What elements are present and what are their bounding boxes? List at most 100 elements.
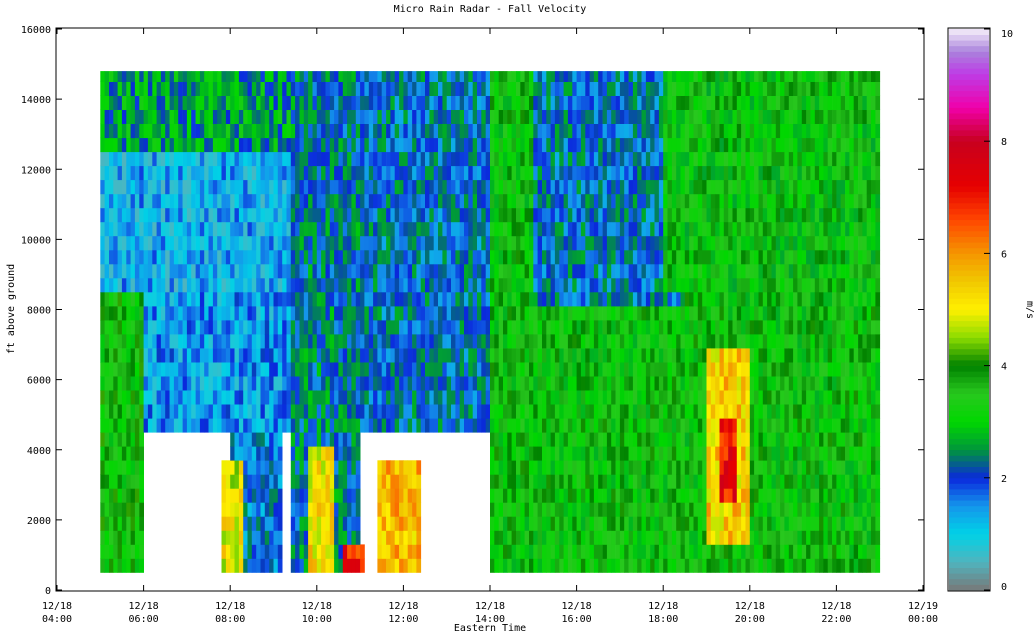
heatmap-cell [221, 502, 227, 517]
heatmap-cell [156, 334, 162, 349]
heatmap-cell [619, 376, 625, 391]
heatmap-cell [121, 376, 127, 391]
heatmap-cell [628, 404, 634, 419]
heatmap-cell [728, 390, 733, 405]
heatmap-cell [160, 151, 166, 167]
heatmap-cell [680, 179, 686, 195]
heatmap-cell [732, 320, 738, 335]
heatmap-cell [243, 376, 248, 391]
heatmap-cell [697, 193, 703, 209]
heatmap-cell [264, 334, 270, 349]
heatmap-cell [425, 207, 430, 223]
heatmap-cell [182, 292, 188, 307]
heatmap-cell [113, 446, 118, 461]
heatmap-cell [671, 235, 677, 251]
heatmap-cell [485, 390, 491, 405]
heatmap-cell [208, 81, 214, 96]
heatmap-cell [507, 530, 512, 545]
heatmap-cell [684, 123, 690, 139]
heatmap-cell [598, 207, 603, 223]
heatmap-cell [728, 502, 733, 517]
heatmap-cell [234, 249, 240, 265]
heatmap-cell [308, 221, 313, 237]
heatmap-cell [191, 334, 196, 349]
heatmap-cell [221, 558, 227, 573]
heatmap-cell [446, 249, 452, 265]
heatmap-cell [238, 292, 244, 307]
heatmap-cell [598, 404, 603, 419]
heatmap-cell [589, 221, 595, 237]
heatmap-cell [251, 277, 257, 293]
heatmap-cell [451, 263, 456, 279]
heatmap-cell [498, 516, 504, 531]
heatmap-cell [390, 193, 396, 209]
heatmap-cell [191, 151, 196, 167]
heatmap-cell [459, 263, 465, 279]
heatmap-cell [498, 221, 504, 237]
heatmap-cell [745, 165, 751, 181]
heatmap-cell [580, 432, 586, 447]
heatmap-cell [650, 334, 655, 349]
heatmap-cell [308, 432, 313, 447]
heatmap-cell [165, 404, 170, 419]
heatmap-cell [264, 432, 270, 447]
heatmap-cell [542, 179, 547, 195]
heatmap-cell [100, 235, 105, 251]
heatmap-cell [645, 502, 651, 517]
heatmap-cell [273, 544, 279, 559]
heatmap-cell [386, 95, 391, 110]
heatmap-cell [286, 95, 292, 110]
heatmap-cell [247, 544, 253, 559]
heatmap-cell [684, 249, 690, 265]
heatmap-cell [490, 460, 495, 475]
heatmap-cell [316, 193, 322, 209]
heatmap-cell [516, 137, 521, 153]
heatmap-cell [182, 235, 188, 251]
heatmap-cell [368, 109, 374, 124]
heatmap-cell [684, 151, 690, 167]
heatmap-cell [745, 151, 751, 167]
heatmap-cell [260, 137, 266, 153]
heatmap-cell [286, 263, 292, 279]
heatmap-cell [230, 109, 235, 124]
heatmap-cell [126, 306, 131, 321]
heatmap-cell [100, 292, 105, 307]
heatmap-cell [100, 193, 105, 209]
heatmap-cell [542, 474, 547, 489]
heatmap-cell [312, 488, 318, 503]
heatmap-cell [269, 165, 274, 181]
heatmap-cell [702, 165, 707, 181]
heatmap-cell [602, 502, 608, 517]
heatmap-cell [624, 165, 629, 181]
heatmap-cell [169, 95, 175, 110]
heatmap-cell [689, 71, 694, 82]
heatmap-cell [464, 418, 469, 433]
heatmap-cell [684, 460, 690, 475]
heatmap-cell [386, 558, 391, 573]
heatmap-cell [516, 474, 521, 489]
heatmap-cell [312, 193, 318, 209]
heatmap-cell [693, 404, 699, 419]
heatmap-cell [286, 179, 292, 195]
heatmap-cell [442, 376, 448, 391]
heatmap-cell [628, 109, 634, 124]
heatmap-cell [542, 404, 547, 419]
heatmap-cell [619, 137, 625, 153]
heatmap-cell [290, 460, 296, 475]
heatmap-cell [412, 460, 417, 475]
heatmap-cell [546, 404, 551, 419]
heatmap-cell [160, 207, 166, 223]
heatmap-cell [325, 488, 331, 503]
heatmap-cell [113, 109, 118, 124]
heatmap-cell [290, 544, 296, 559]
heatmap-cell [619, 151, 625, 167]
heatmap-cell [702, 558, 707, 573]
heatmap-cell [351, 334, 357, 349]
heatmap-cell [342, 151, 348, 167]
heatmap-cell [355, 474, 361, 489]
heatmap-cell [347, 348, 352, 363]
heatmap-cell [697, 207, 703, 223]
heatmap-cell [321, 460, 326, 475]
heatmap-cell [286, 404, 292, 419]
heatmap-cell [654, 249, 660, 265]
